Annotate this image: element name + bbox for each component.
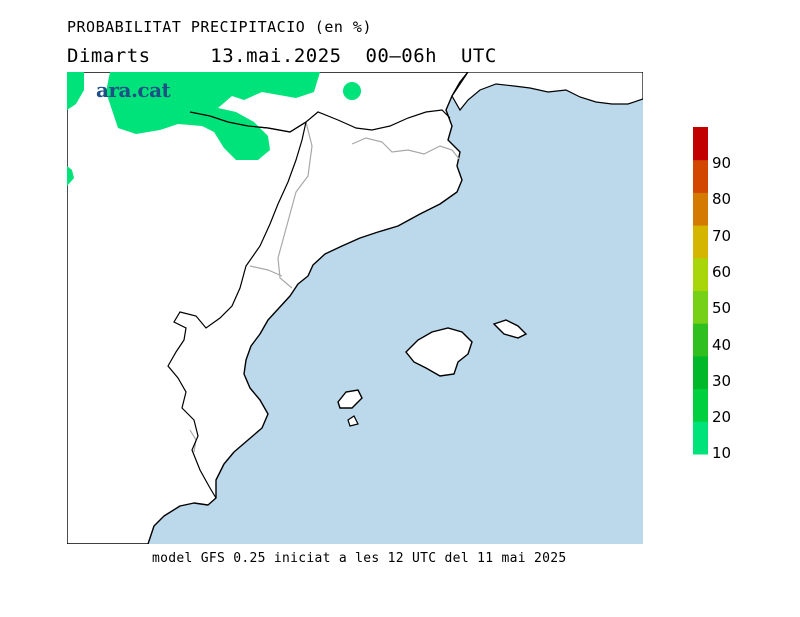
legend-bin [693,192,708,226]
mainland [67,72,469,544]
legend-bin [693,159,708,193]
legend-bin [693,323,708,357]
legend-bin [693,257,708,291]
formentera [347,415,359,427]
legend-label: 40 [712,336,732,354]
legend-bin [693,127,708,161]
legend-label: 70 [712,227,732,245]
rain-area-north [106,72,320,160]
map-title: PROBABILITAT PRECIPITACIO (en %) [67,18,372,36]
legend-label: 10 [712,444,732,462]
internal-borders [189,121,461,453]
eivissa [337,389,363,409]
western-border [167,121,307,499]
legend-bin [693,421,708,455]
legend-label: 50 [712,299,732,317]
legend-label: 80 [712,190,732,208]
northern-land [451,72,643,112]
rain-area-dot [343,82,361,100]
rain-area-west-small [67,166,74,186]
model-footer: model GFS 0.25 iniciat a les 12 UTC del … [152,551,567,566]
legend-label: 60 [712,263,732,281]
legend-label: 30 [712,372,732,390]
mallorca [405,327,473,377]
map-subtitle: Dimarts 13.mai.2025 00–06h UTC [67,45,497,67]
menorca [492,319,528,339]
legend-label: 20 [712,408,732,426]
legend-bin [693,355,708,390]
legend-bin [693,388,708,422]
legend-bar [693,127,708,455]
legend-bin [693,225,708,259]
legend-label: 90 [712,154,732,172]
legend-bin [693,290,708,324]
rain-area-west-top [67,72,84,110]
ara-cat-logo: ara.cat [96,78,171,102]
